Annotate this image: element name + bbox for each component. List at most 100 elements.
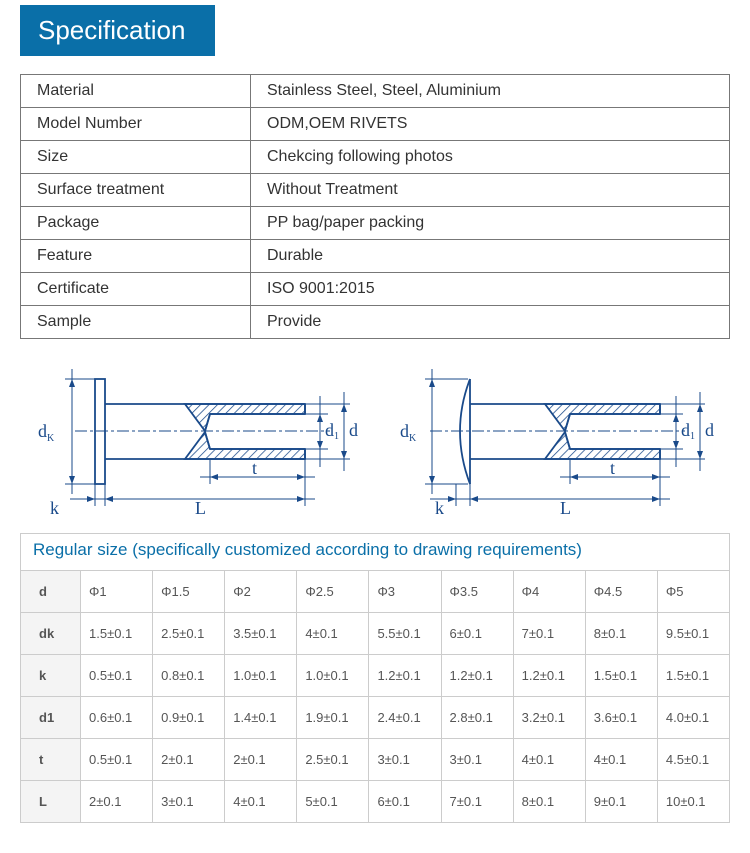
size-cell: 0.9±0.1 (153, 697, 225, 739)
size-cell: 3.6±0.1 (585, 697, 657, 739)
svg-text:d: d (705, 420, 714, 440)
size-cell: 2±0.1 (225, 739, 297, 781)
round-head-rivet-diagram: dK d1 d t k L (400, 354, 720, 519)
svg-text:L: L (560, 498, 571, 518)
svg-text:d1: d1 (325, 420, 339, 442)
flat-head-rivet-diagram: dK d1 d t k L (30, 354, 360, 519)
spec-value: PP bag/paper packing (251, 207, 730, 240)
size-cell: 1.2±0.1 (513, 655, 585, 697)
size-row-label: t (21, 739, 81, 781)
size-cell: 3±0.1 (369, 739, 441, 781)
svg-text:t: t (252, 458, 257, 478)
size-row: t0.5±0.12±0.12±0.12.5±0.13±0.13±0.14±0.1… (21, 739, 730, 781)
technical-diagrams: dK d1 d t k L (20, 354, 730, 519)
size-cell: 0.6±0.1 (81, 697, 153, 739)
spec-value: Chekcing following photos (251, 141, 730, 174)
size-cell: 0.8±0.1 (153, 655, 225, 697)
size-cell: 1.9±0.1 (297, 697, 369, 739)
specification-header: Specification (20, 5, 215, 56)
size-table: dΦ1Φ1.5Φ2Φ2.5Φ3Φ3.5Φ4Φ4.5Φ5dk1.5±0.12.5±… (20, 570, 730, 823)
size-cell: Φ5 (657, 571, 729, 613)
spec-row: FeatureDurable (21, 240, 730, 273)
size-cell: 5.5±0.1 (369, 613, 441, 655)
spec-value: ISO 9001:2015 (251, 273, 730, 306)
size-cell: 4.5±0.1 (657, 739, 729, 781)
spec-row: Surface treatmentWithout Treatment (21, 174, 730, 207)
svg-text:d1: d1 (681, 420, 695, 442)
size-cell: Φ3 (369, 571, 441, 613)
size-cell: 1.5±0.1 (657, 655, 729, 697)
svg-text:t: t (610, 458, 615, 478)
size-row-label: d1 (21, 697, 81, 739)
size-cell: 3±0.1 (153, 781, 225, 823)
size-cell: 0.5±0.1 (81, 655, 153, 697)
size-cell: 1.4±0.1 (225, 697, 297, 739)
spec-row: Model NumberODM,OEM RIVETS (21, 108, 730, 141)
size-cell: 1.5±0.1 (585, 655, 657, 697)
size-cell: 1.5±0.1 (81, 613, 153, 655)
size-cell: 3.5±0.1 (225, 613, 297, 655)
spec-label: Package (21, 207, 251, 240)
size-cell: 3.2±0.1 (513, 697, 585, 739)
size-cell: Φ1 (81, 571, 153, 613)
size-cell: 2.5±0.1 (297, 739, 369, 781)
size-cell: 3±0.1 (441, 739, 513, 781)
size-cell: 9.5±0.1 (657, 613, 729, 655)
size-cell: 6±0.1 (369, 781, 441, 823)
size-cell: 6±0.1 (441, 613, 513, 655)
size-row: k0.5±0.10.8±0.11.0±0.11.0±0.11.2±0.11.2±… (21, 655, 730, 697)
size-cell: Φ3.5 (441, 571, 513, 613)
spec-label: Material (21, 75, 251, 108)
size-row-label: L (21, 781, 81, 823)
spec-value: Durable (251, 240, 730, 273)
spec-label: Surface treatment (21, 174, 251, 207)
size-cell: 2±0.1 (81, 781, 153, 823)
size-cell: Φ2.5 (297, 571, 369, 613)
size-cell: Φ1.5 (153, 571, 225, 613)
svg-text:L: L (195, 498, 206, 518)
size-cell: 2±0.1 (153, 739, 225, 781)
size-row: dk1.5±0.12.5±0.13.5±0.14±0.15.5±0.16±0.1… (21, 613, 730, 655)
size-row-label: dk (21, 613, 81, 655)
spec-label: Feature (21, 240, 251, 273)
size-cell: 1.0±0.1 (225, 655, 297, 697)
size-section-title: Regular size (specifically customized ac… (20, 533, 730, 570)
size-cell: 8±0.1 (585, 613, 657, 655)
spec-label: Certificate (21, 273, 251, 306)
size-cell: 4±0.1 (513, 739, 585, 781)
size-cell: 2.8±0.1 (441, 697, 513, 739)
spec-value: ODM,OEM RIVETS (251, 108, 730, 141)
size-cell: 7±0.1 (513, 613, 585, 655)
size-row: dΦ1Φ1.5Φ2Φ2.5Φ3Φ3.5Φ4Φ4.5Φ5 (21, 571, 730, 613)
svg-text:k: k (435, 498, 444, 518)
size-cell: Φ2 (225, 571, 297, 613)
specification-table: MaterialStainless Steel, Steel, Aluminiu… (20, 74, 730, 339)
size-cell: 1.2±0.1 (441, 655, 513, 697)
size-row-label: k (21, 655, 81, 697)
spec-row: SizeChekcing following photos (21, 141, 730, 174)
spec-row: MaterialStainless Steel, Steel, Aluminiu… (21, 75, 730, 108)
spec-label: Sample (21, 306, 251, 339)
svg-text:dK: dK (38, 421, 55, 444)
size-cell: 9±0.1 (585, 781, 657, 823)
spec-label: Size (21, 141, 251, 174)
size-cell: 8±0.1 (513, 781, 585, 823)
size-cell: 4.0±0.1 (657, 697, 729, 739)
size-row: d10.6±0.10.9±0.11.4±0.11.9±0.12.4±0.12.8… (21, 697, 730, 739)
size-cell: 2.4±0.1 (369, 697, 441, 739)
size-cell: 2.5±0.1 (153, 613, 225, 655)
spec-value: Stainless Steel, Steel, Aluminium (251, 75, 730, 108)
size-cell: 4±0.1 (585, 739, 657, 781)
size-cell: Φ4.5 (585, 571, 657, 613)
svg-text:k: k (50, 498, 59, 518)
size-row: L2±0.13±0.14±0.15±0.16±0.17±0.18±0.19±0.… (21, 781, 730, 823)
size-cell: 1.2±0.1 (369, 655, 441, 697)
spec-row: PackagePP bag/paper packing (21, 207, 730, 240)
size-cell: 4±0.1 (297, 613, 369, 655)
size-cell: 4±0.1 (225, 781, 297, 823)
size-cell: 0.5±0.1 (81, 739, 153, 781)
size-cell: Φ4 (513, 571, 585, 613)
spec-value: Provide (251, 306, 730, 339)
size-cell: 5±0.1 (297, 781, 369, 823)
spec-row: SampleProvide (21, 306, 730, 339)
